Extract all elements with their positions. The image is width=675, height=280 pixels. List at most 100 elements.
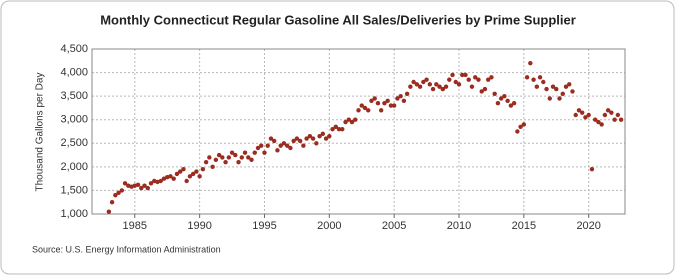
x-tick-label: 2015	[512, 220, 536, 232]
point	[518, 124, 523, 129]
point	[158, 178, 163, 184]
point	[278, 143, 283, 148]
point	[573, 112, 578, 118]
point	[346, 117, 351, 122]
point	[427, 82, 433, 87]
point	[524, 75, 530, 80]
point	[181, 167, 186, 172]
point	[443, 84, 449, 89]
point	[174, 171, 180, 177]
point	[567, 82, 572, 87]
point	[596, 119, 601, 125]
point	[272, 138, 277, 144]
point	[236, 159, 241, 165]
point	[259, 143, 264, 148]
point	[570, 89, 575, 94]
point	[618, 117, 624, 122]
point	[249, 157, 254, 162]
point	[531, 77, 536, 82]
point	[307, 134, 313, 139]
point	[547, 96, 552, 101]
point	[404, 91, 410, 96]
point	[563, 84, 569, 89]
source: Source: U.S. Energy Information Administ…	[32, 244, 221, 254]
point	[421, 79, 426, 85]
point	[599, 122, 604, 127]
y-tick-label: 3,000	[60, 114, 88, 126]
point	[362, 105, 368, 111]
point	[109, 200, 115, 205]
point	[142, 183, 147, 188]
point	[233, 152, 238, 158]
x-tick-label: 2005	[382, 220, 406, 232]
point	[511, 101, 517, 106]
point	[479, 89, 484, 94]
point	[466, 77, 471, 82]
point	[340, 126, 345, 132]
point	[210, 164, 215, 170]
point	[424, 77, 429, 82]
point	[580, 110, 585, 115]
point	[320, 131, 326, 137]
point	[602, 112, 608, 118]
point	[301, 143, 306, 148]
point	[333, 124, 339, 129]
plot-area	[91, 48, 626, 215]
point	[450, 72, 455, 78]
point	[417, 84, 423, 89]
point	[106, 209, 112, 214]
point	[168, 174, 173, 179]
x-tick-label: 1990	[187, 220, 211, 232]
point	[190, 171, 196, 177]
point	[612, 117, 617, 122]
point	[330, 126, 335, 132]
x-tick-label: 1985	[123, 220, 147, 232]
point	[515, 129, 520, 134]
point	[615, 112, 621, 118]
point	[482, 86, 488, 92]
point	[223, 159, 228, 165]
point	[336, 126, 342, 132]
point	[239, 155, 244, 160]
point	[187, 174, 193, 179]
point	[135, 182, 141, 187]
point	[369, 98, 374, 104]
point	[460, 72, 465, 78]
point	[291, 138, 296, 144]
point	[456, 82, 462, 87]
point	[349, 119, 355, 125]
point	[414, 82, 420, 87]
point	[609, 110, 614, 115]
y-axis-label: Thousand Gallons per Day	[35, 73, 46, 192]
point	[605, 108, 611, 113]
point	[226, 155, 232, 160]
point	[408, 84, 413, 89]
point	[229, 150, 235, 155]
y-tick-label: 2,000	[60, 161, 88, 173]
point	[262, 150, 267, 155]
point	[323, 136, 329, 141]
point	[498, 96, 504, 101]
point	[177, 169, 183, 174]
point	[197, 174, 202, 179]
point	[343, 119, 348, 125]
point	[294, 136, 300, 141]
point	[385, 98, 390, 104]
point	[583, 115, 588, 120]
point	[353, 117, 358, 122]
point	[537, 75, 543, 80]
point	[447, 77, 452, 82]
point	[528, 60, 533, 66]
point	[495, 101, 501, 106]
point	[356, 108, 361, 113]
y-tick-label: 4,500	[60, 43, 88, 55]
point	[327, 134, 332, 139]
point	[220, 155, 225, 160]
point	[288, 145, 293, 151]
point	[281, 141, 287, 146]
point	[314, 141, 319, 146]
point	[401, 98, 407, 104]
y-tick-label: 4,000	[60, 66, 88, 78]
